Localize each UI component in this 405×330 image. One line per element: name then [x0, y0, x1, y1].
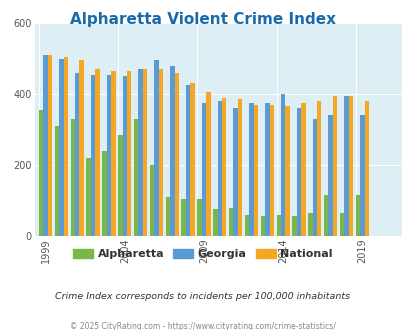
Bar — [149, 165, 154, 236]
Bar — [316, 101, 321, 236]
Bar — [253, 105, 258, 236]
Bar — [138, 69, 143, 236]
Bar — [292, 216, 296, 236]
Bar — [102, 151, 107, 236]
Bar — [260, 216, 264, 236]
Bar — [39, 110, 43, 236]
Bar — [364, 101, 368, 236]
Bar — [201, 103, 206, 236]
Bar — [154, 60, 158, 236]
Bar — [174, 73, 179, 236]
Bar — [197, 199, 201, 236]
Bar — [359, 115, 364, 236]
Bar — [217, 101, 222, 236]
Bar — [348, 96, 352, 236]
Bar — [64, 57, 68, 236]
Bar — [233, 108, 237, 236]
Bar — [55, 126, 59, 236]
Bar — [86, 158, 91, 236]
Bar — [165, 197, 170, 236]
Bar — [269, 105, 273, 236]
Bar — [127, 71, 131, 236]
Bar — [355, 195, 359, 236]
Text: Alpharetta Violent Crime Index: Alpharetta Violent Crime Index — [70, 12, 335, 26]
Bar — [91, 75, 95, 236]
Bar — [122, 76, 127, 236]
Bar — [296, 108, 301, 236]
Legend: Alpharetta, Georgia, National: Alpharetta, Georgia, National — [69, 244, 336, 263]
Bar — [43, 55, 48, 236]
Bar — [185, 85, 190, 236]
Bar — [143, 69, 147, 236]
Bar — [264, 103, 269, 236]
Bar — [79, 60, 84, 236]
Bar — [75, 73, 79, 236]
Bar — [285, 107, 289, 236]
Bar — [276, 215, 280, 236]
Bar — [328, 115, 332, 236]
Bar — [249, 103, 253, 236]
Bar — [206, 92, 210, 236]
Bar — [190, 83, 194, 236]
Bar — [107, 75, 111, 236]
Bar — [244, 215, 249, 236]
Bar — [312, 119, 316, 236]
Bar — [222, 98, 226, 236]
Bar — [307, 213, 312, 236]
Bar — [280, 94, 285, 236]
Bar — [323, 195, 328, 236]
Bar — [48, 55, 52, 236]
Bar — [343, 96, 348, 236]
Bar — [111, 71, 115, 236]
Bar — [339, 213, 343, 236]
Bar — [301, 103, 305, 236]
Bar — [213, 209, 217, 236]
Bar — [70, 119, 75, 236]
Bar — [170, 66, 174, 236]
Bar — [134, 119, 138, 236]
Bar — [95, 69, 100, 236]
Bar — [237, 99, 242, 236]
Bar — [228, 208, 233, 236]
Bar — [59, 59, 64, 236]
Bar — [181, 199, 185, 236]
Text: Crime Index corresponds to incidents per 100,000 inhabitants: Crime Index corresponds to incidents per… — [55, 292, 350, 301]
Text: © 2025 CityRating.com - https://www.cityrating.com/crime-statistics/: © 2025 CityRating.com - https://www.city… — [70, 322, 335, 330]
Bar — [332, 96, 337, 236]
Bar — [118, 135, 122, 236]
Bar — [158, 69, 163, 236]
